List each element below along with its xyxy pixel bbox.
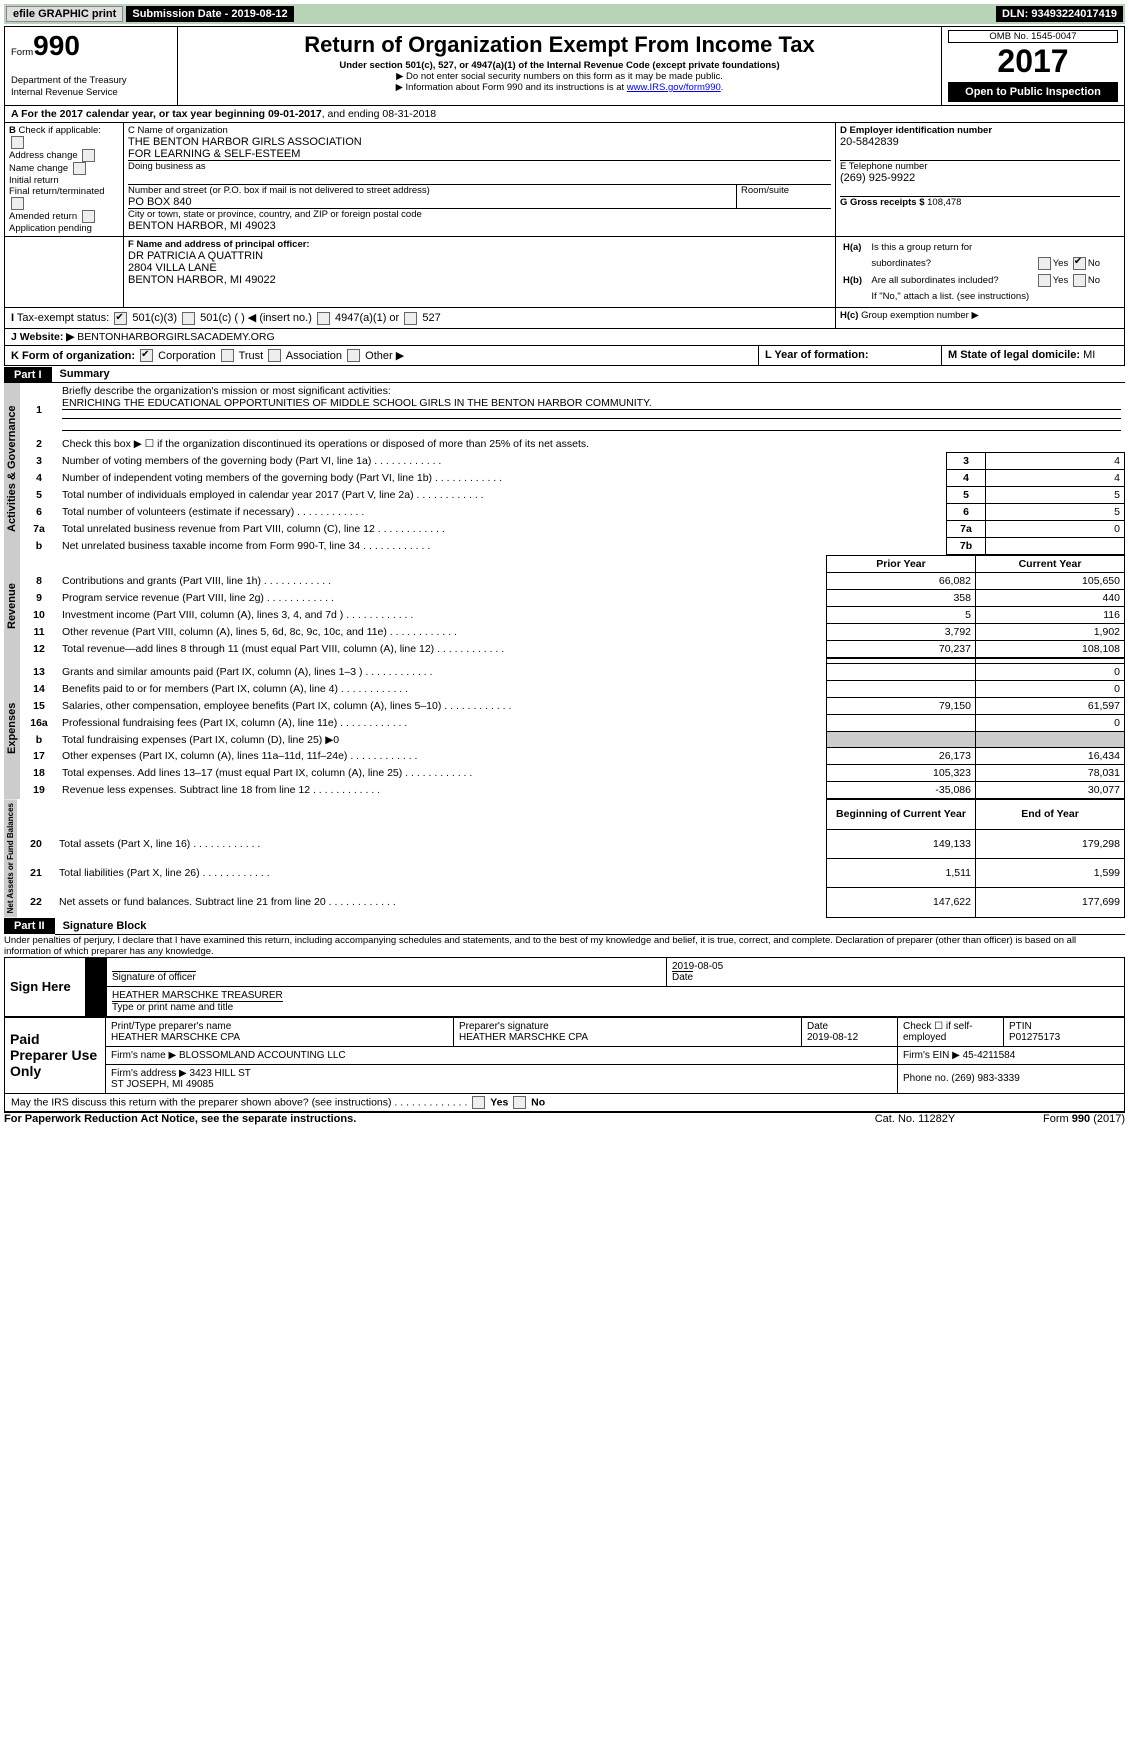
omb: OMB No. 1545-0047 — [948, 30, 1118, 43]
preparer-block: Paid Preparer Use Only Print/Type prepar… — [4, 1017, 1125, 1094]
c-label: C Name of organization — [128, 125, 831, 136]
street: PO BOX 840 — [128, 196, 736, 208]
org-name2: FOR LEARNING & SELF-ESTEEM — [128, 148, 831, 160]
website: BENTONHARBORGIRLSACADEMY.ORG — [77, 331, 274, 343]
section-i: I Tax-exempt status: 501(c)(3) 501(c) ( … — [4, 308, 1125, 329]
section-klm: K Form of organization: Corporation Trus… — [4, 346, 1125, 367]
line-a: A For the 2017 calendar year, or tax yea… — [4, 106, 1125, 123]
dln: DLN: 93493224017419 — [996, 6, 1123, 22]
expenses-section: Expenses 13Grants and similar amounts pa… — [4, 658, 1125, 799]
bullet1: ▶ Do not enter social security numbers o… — [184, 71, 935, 82]
e-label: E Telephone number — [840, 160, 1120, 172]
topbar: efile GRAPHIC print Submission Date - 20… — [4, 4, 1125, 24]
city: BENTON HARBOR, MI 49023 — [128, 220, 831, 232]
form-number: 990 — [33, 30, 80, 61]
form-label: Form — [11, 47, 33, 58]
signature-block: Sign Here Signature of officer 2019-08-0… — [4, 957, 1125, 1017]
officer-addr2: BENTON HARBOR, MI 49022 — [128, 274, 831, 286]
ein: 20-5842839 — [840, 136, 1120, 148]
netassets-section: Net Assets or Fund Balances Beginning of… — [4, 799, 1125, 917]
section-j: J Website: ▶ BENTONHARBORGIRLSACADEMY.OR… — [4, 329, 1125, 346]
footer: For Paperwork Reduction Act Notice, see … — [4, 1112, 1125, 1125]
irs-link[interactable]: www.IRS.gov/form990 — [627, 82, 721, 93]
irs: Internal Revenue Service — [11, 87, 118, 98]
part1-header: Part ISummary — [4, 366, 1125, 383]
part2-header: Part IISignature Block — [4, 918, 1125, 935]
tab-revenue: Revenue — [4, 555, 20, 658]
gross-receipts: 108,478 — [927, 197, 961, 208]
tab-expenses: Expenses — [4, 658, 20, 799]
may-discuss: May the IRS discuss this return with the… — [4, 1094, 1125, 1112]
officer-addr1: 2804 VILLA LANE — [128, 262, 831, 274]
org-name1: THE BENTON HARBOR GIRLS ASSOCIATION — [128, 136, 831, 148]
section-bcdefg: B Check if applicable: Address change Na… — [4, 123, 1125, 237]
tax-year: 2017 — [948, 43, 1118, 80]
activities-governance-section: Activities & Governance 1Briefly describ… — [4, 383, 1125, 555]
phone: (269) 925-9922 — [840, 172, 1120, 184]
section-fh: F Name and address of principal officer:… — [4, 237, 1125, 308]
subtitle: Under section 501(c), 527, or 4947(a)(1)… — [339, 60, 779, 71]
officer-name: DR PATRICIA A QUATTRIN — [128, 250, 831, 262]
mission: ENRICHING THE EDUCATIONAL OPPORTUNITIES … — [62, 397, 1121, 410]
room-label: Room/suite — [736, 185, 831, 208]
dba-label: Doing business as — [128, 160, 831, 172]
form-title: Return of Organization Exempt From Incom… — [184, 32, 935, 58]
tab-netassets: Net Assets or Fund Balances — [4, 799, 17, 917]
public-inspection: Open to Public Inspection — [948, 82, 1118, 102]
tab-activities: Activities & Governance — [4, 383, 20, 555]
submission-date: Submission Date - 2019-08-12 — [126, 6, 293, 22]
declaration: Under penalties of perjury, I declare th… — [4, 935, 1125, 957]
dept: Department of the Treasury — [11, 75, 127, 86]
form-header: Form990 Department of the Treasury Inter… — [4, 26, 1125, 106]
efile-button[interactable]: efile GRAPHIC print — [6, 6, 123, 22]
revenue-section: Revenue Prior YearCurrent Year8Contribut… — [4, 555, 1125, 658]
